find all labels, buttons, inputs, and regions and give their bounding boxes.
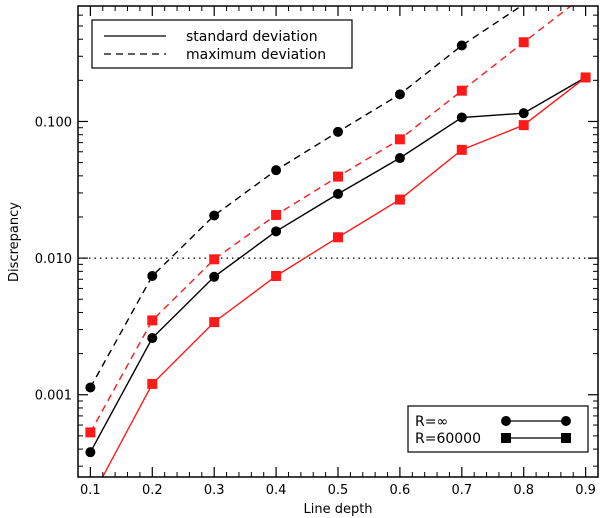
y-tick-label: 0.100 [35,115,72,130]
x-tick-label: 0.1 [80,483,101,498]
legend-maximum-deviation-label: maximum deviation [186,47,326,63]
legend-standard-deviation-label: standard deviation [186,29,318,45]
x-tick-label: 0.6 [390,483,411,498]
series-0-point [394,153,405,164]
series-1-point [209,210,220,221]
series-2-point [147,378,158,389]
series-0-point [147,333,158,344]
series-2-point [456,144,467,155]
y-tick-label: 0.010 [35,252,72,267]
y-axis-title: Discrepancy [7,202,22,282]
series-0-point [85,447,96,458]
legend-r-60000-label: R=60000 [415,431,481,447]
series-0-point [518,108,529,119]
x-tick-label: 0.4 [266,483,287,498]
series-0-point [456,112,467,123]
x-tick-label: 0.3 [204,483,225,498]
series-0-point [209,271,220,282]
series-2-point [271,270,282,281]
series-1-point [85,382,96,393]
series-1-point [333,126,343,137]
series-0-point [271,226,282,237]
x-tick-label: 0.5 [328,483,349,498]
x-tick-label: 0.7 [451,483,472,498]
axis-labels: 0.1 0.2 0.3 0.4 0.5 0.6 0.7 0.8 0.9 0.001 0.010 0.1… [35,115,596,498]
series-2-point [580,72,591,83]
series-0-point [333,188,343,199]
axis-ticks [77,6,599,477]
series-3-point [518,37,529,48]
series-3-point [333,171,343,182]
series-3-point [209,254,220,265]
series-2-point [209,317,220,328]
series-2-point [333,232,343,243]
series-3-point [456,85,467,96]
legend-resolution: R=∞ R=60000 [407,405,589,453]
legend-r-60000-marker-right [561,433,571,443]
series-2-point [518,120,529,131]
legend-r-60000-marker-left [501,433,511,443]
series-3-point [147,315,158,326]
series-3-point [85,427,96,438]
series-1-point [394,89,405,100]
x-tick-label: 0.8 [513,483,534,498]
legend-line-style: standard deviation maximum deviation [91,19,353,69]
series-1-point [456,40,467,51]
x-tick-label: 0.2 [142,483,163,498]
legend-r-infinity-marker-right [561,416,571,426]
legend-r-infinity-label: R=∞ [415,414,448,430]
legend-r-infinity-marker-left [501,416,511,426]
legend-line-style-box [91,19,353,69]
series-layer [85,6,591,477]
legend-resolution-box [407,405,589,453]
y-tick-label: 0.001 [35,389,72,404]
series-3-point [271,209,282,220]
series-1-point [147,270,158,281]
series-3-point [394,134,405,145]
series-1-point [271,165,282,176]
x-tick-label: 0.9 [575,483,596,498]
series-2-point [394,194,405,205]
x-axis-title: Line depth [303,502,372,517]
